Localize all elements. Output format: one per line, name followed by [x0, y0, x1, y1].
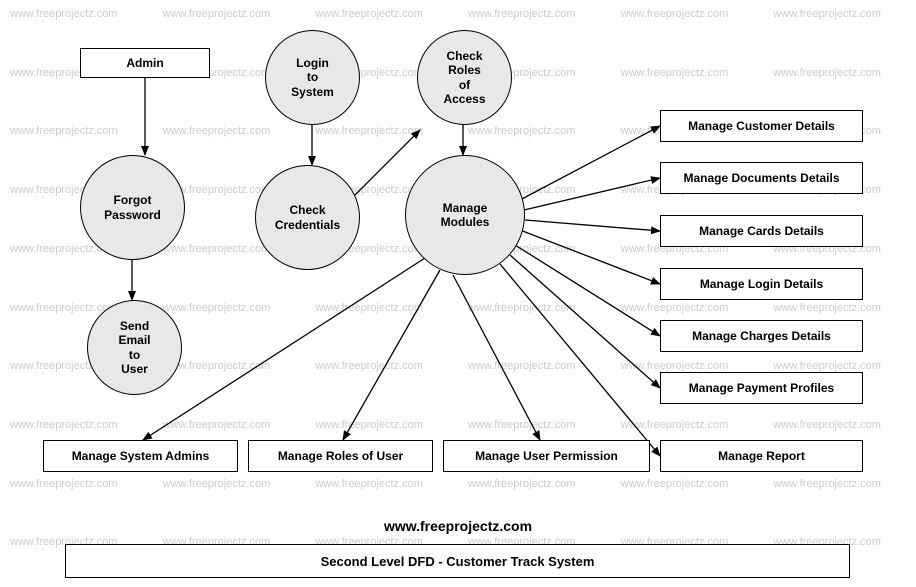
node-report: Manage Report	[660, 440, 863, 472]
node-modules: ManageModules	[405, 155, 525, 275]
node-sysadmins: Manage System Admins	[43, 440, 238, 472]
node-rolesuser: Manage Roles of User	[248, 440, 433, 472]
nodes-layer: Admin LogintoSystem CheckRolesofAccess Forg…	[0, 0, 916, 587]
node-chargesdet: Manage Charges Details	[660, 320, 863, 352]
node-sendemail: SendEmailtoUser	[87, 300, 182, 395]
node-cardsdet: Manage Cards Details	[660, 215, 863, 247]
node-checkroles: CheckRolesofAccess	[417, 30, 512, 125]
node-forgot: ForgotPassword	[80, 155, 185, 260]
node-payprof: Manage Payment Profiles	[660, 372, 863, 404]
node-custdet: Manage Customer Details	[660, 110, 863, 142]
node-login: LogintoSystem	[265, 30, 360, 125]
node-docdet: Manage Documents Details	[660, 162, 863, 194]
node-logindet: Manage Login Details	[660, 268, 863, 300]
node-checkcred: CheckCredentials	[255, 165, 360, 270]
dfd-diagram: www.freeprojectz.comwww.freeprojectz.com…	[0, 0, 916, 587]
node-userperm: Manage User Permission	[443, 440, 650, 472]
node-admin: Admin	[80, 48, 210, 78]
